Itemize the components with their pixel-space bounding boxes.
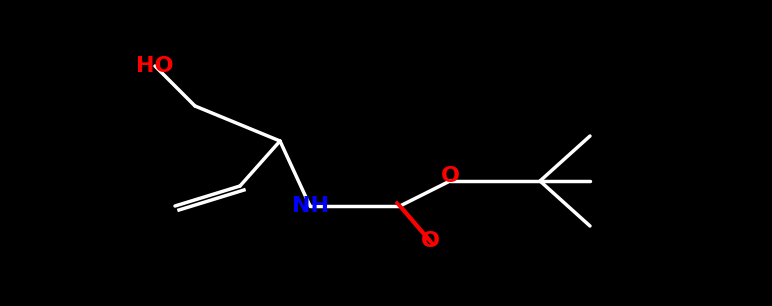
Text: O: O: [421, 231, 439, 251]
Text: NH: NH: [292, 196, 329, 216]
Text: O: O: [441, 166, 459, 186]
Text: HO: HO: [136, 56, 174, 76]
